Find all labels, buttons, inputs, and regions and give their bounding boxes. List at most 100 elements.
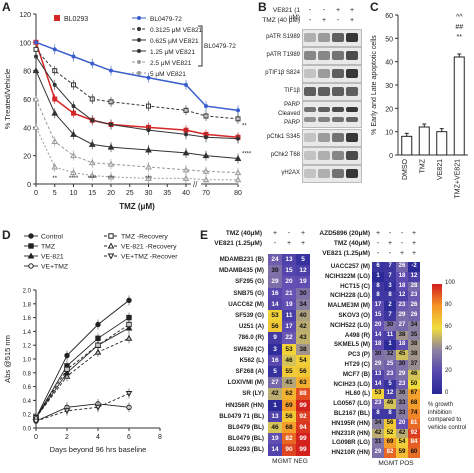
heatmap-sign: +	[411, 250, 417, 257]
legend-item: VE+TMZ -Recover	[121, 254, 178, 261]
panel-c-chart: 0 10 20 30 40 50 60 % Early and Late apoptotic …	[371, 13, 468, 199]
blot-band	[346, 87, 358, 96]
cell-line-label: NCIH322M (LG)	[324, 272, 370, 280]
heatmap-sign: +	[375, 230, 381, 237]
heatmap-cell: 20	[372, 320, 384, 331]
cell-line-label: SF539 (G)	[235, 312, 264, 319]
blot-band	[304, 51, 316, 60]
data-point	[32, 67, 40, 74]
cell-line-label: HN210R (HN)	[331, 449, 370, 457]
series-line	[35, 42, 239, 138]
blot-membrane	[302, 129, 362, 147]
legend-marker	[137, 38, 141, 42]
data-point	[34, 40, 38, 45]
heatmap-cell: 56	[296, 366, 310, 378]
colorbar: 100 80 60 40 20 0 % growth inhibition compared…	[428, 280, 474, 468]
heatmap-cell: 23	[372, 399, 384, 409]
cell-line-label: SF295 (G)	[235, 278, 264, 286]
heatmap-cell: 34	[408, 320, 420, 331]
heatmap-cell: 88	[296, 388, 310, 400]
panel-label-d: D	[2, 228, 11, 242]
heatmap-cell: 20	[396, 418, 408, 429]
heatmap-cell: 30	[396, 360, 408, 370]
significance-mark: ****	[69, 176, 79, 182]
heatmap-cell: 13	[282, 254, 296, 266]
heatmap-cell: 67	[408, 389, 420, 400]
blot-band	[318, 133, 330, 142]
colorbar-tick: 60	[445, 324, 452, 330]
y-tick-label: 60	[385, 13, 393, 20]
blot-label: γH2AX	[281, 170, 300, 176]
x-axis-label: TMZ (μM)	[119, 202, 155, 211]
blot-label: pTIF1β S824	[265, 70, 300, 76]
panel-d-chart: 0.0 0.2 0.4 0.6 0.8 1.0 1.2 1.4 1.6 1.8 2.0 0 2 4 6 8 Da…	[3, 233, 178, 454]
blot-row: PARP Cleaved PARP	[262, 101, 362, 128]
cell-line-label: LG0567 (LG)	[333, 400, 370, 408]
legend-item: 1.25 μM VE821	[150, 49, 195, 56]
blot-membrane	[302, 165, 362, 183]
colorbar-tick: 40	[445, 346, 452, 352]
heatmap-cell: 92	[408, 428, 420, 439]
significance-mark: ****	[242, 152, 252, 158]
heatmap-cell: 36	[396, 389, 408, 400]
blot-band	[318, 51, 330, 60]
blot-band	[332, 87, 344, 96]
legend-marker	[137, 71, 141, 75]
heatmap-cell: 3	[384, 281, 396, 292]
colorbar-gradient	[432, 284, 442, 394]
legend-item: VE+TMZ	[41, 264, 68, 271]
heatmap-sign: +	[300, 240, 306, 247]
heatmap-cell: 19	[268, 433, 282, 445]
bar	[436, 131, 448, 156]
blot-band	[346, 117, 358, 122]
y-axis-label: % Treated/Vehicle	[3, 69, 12, 129]
heatmap-cell: 53	[282, 343, 296, 355]
header-signs: - - + + - + - +	[304, 7, 360, 27]
ve821-sign: +	[335, 7, 341, 14]
series-line	[35, 317, 130, 418]
blot-band	[304, 117, 316, 122]
legend-bracket	[198, 25, 203, 67]
blot-band	[332, 169, 344, 178]
heatmap-cell: 42	[372, 428, 384, 439]
heatmap-cell: 99	[296, 433, 310, 445]
data-point	[27, 252, 35, 259]
legend-item: 5 μM VE821	[150, 71, 186, 78]
heatmap-cell: 55	[282, 366, 296, 378]
heatmap-sign: +	[300, 230, 306, 237]
legend-item: VE-821 -Recovery	[121, 244, 177, 251]
heatmap-cell: 18	[372, 340, 384, 351]
heatmap-cell: 41	[282, 377, 296, 389]
blot-label: pATR S1989	[266, 34, 300, 40]
heatmap-mgmt-neg: TMZ (40μM) + - + VE821 (1.25μM) - + + MDAMB231 (…	[200, 228, 312, 468]
heatmap-cell: 1	[384, 340, 396, 351]
heatmap-cell: 34	[296, 298, 310, 310]
cell-line-label: 786.0 (R)	[238, 334, 264, 342]
heatmap-cell: 29	[268, 276, 282, 288]
cell-line-label: U251 (A)	[238, 323, 264, 331]
y-tick-label: 1.2	[23, 344, 32, 350]
heatmap-cell: 92	[296, 410, 310, 422]
blot-band	[318, 117, 330, 122]
y-tick-label: 20	[385, 106, 393, 113]
x-tick-label: 5	[53, 190, 57, 197]
cell-line-label: BL0479 (BL)	[227, 424, 264, 431]
blot-band	[304, 69, 316, 78]
heatmap-cell: 63	[296, 377, 310, 389]
blot-band	[346, 133, 358, 142]
legend-marker	[137, 16, 141, 20]
heatmap-header: VE821 (1.25μM)	[214, 240, 262, 247]
heatmap-cell: 38	[408, 350, 420, 360]
y-tick-label: 0.0	[23, 427, 32, 433]
significance-mark: **	[52, 176, 57, 182]
heatmap-cell: 18	[396, 281, 408, 292]
heatmap-cell: 27	[268, 377, 282, 389]
heatmap-sign: -	[376, 240, 380, 247]
heatmap-cell: 38	[296, 343, 310, 355]
heatmap-cell: 69	[282, 399, 296, 411]
legend-marker	[54, 15, 60, 21]
blot-band	[346, 151, 358, 160]
heatmap-sign: -	[388, 230, 392, 237]
heatmap-sign: -	[388, 250, 392, 257]
bar	[418, 126, 430, 156]
